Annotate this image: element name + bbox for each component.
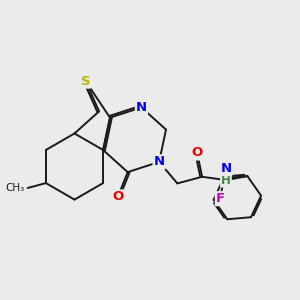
Text: H: H bbox=[221, 174, 231, 187]
Text: N: N bbox=[136, 101, 147, 114]
Text: O: O bbox=[191, 146, 203, 160]
Text: N: N bbox=[220, 162, 232, 175]
Text: CH₃: CH₃ bbox=[6, 183, 25, 193]
Text: N: N bbox=[154, 155, 165, 168]
Text: O: O bbox=[112, 190, 123, 203]
Text: S: S bbox=[81, 75, 90, 88]
Text: F: F bbox=[216, 192, 225, 205]
